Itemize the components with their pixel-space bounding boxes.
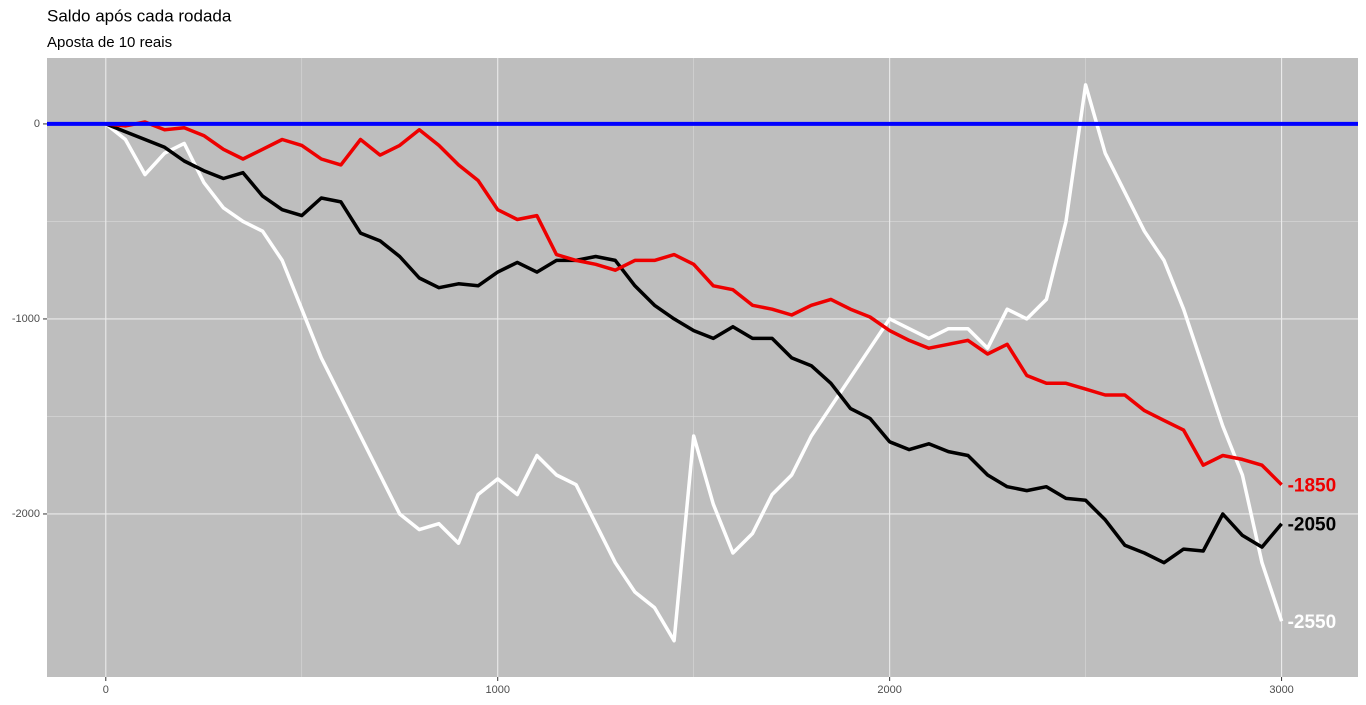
x-tick-label: 2000 — [877, 684, 901, 696]
chart-title: Saldo após cada rodada — [47, 6, 232, 25]
y-tick-label: -1000 — [12, 313, 40, 325]
x-tick-label: 0 — [103, 684, 109, 696]
y-tick-label: 0 — [34, 118, 40, 130]
end-label: -1850 — [1288, 476, 1337, 497]
x-tick-label: 3000 — [1269, 684, 1293, 696]
x-tick-label: 1000 — [485, 684, 509, 696]
series-line — [104, 83, 1284, 643]
chart-subtitle: Aposta de 10 reais — [47, 34, 172, 51]
series-line — [105, 120, 1283, 486]
end-label: -2550 — [1288, 612, 1337, 633]
y-tick-label: -2000 — [12, 508, 40, 520]
plot-background — [47, 58, 1358, 677]
end-label: -2050 — [1288, 515, 1337, 536]
series-line — [105, 122, 1283, 565]
